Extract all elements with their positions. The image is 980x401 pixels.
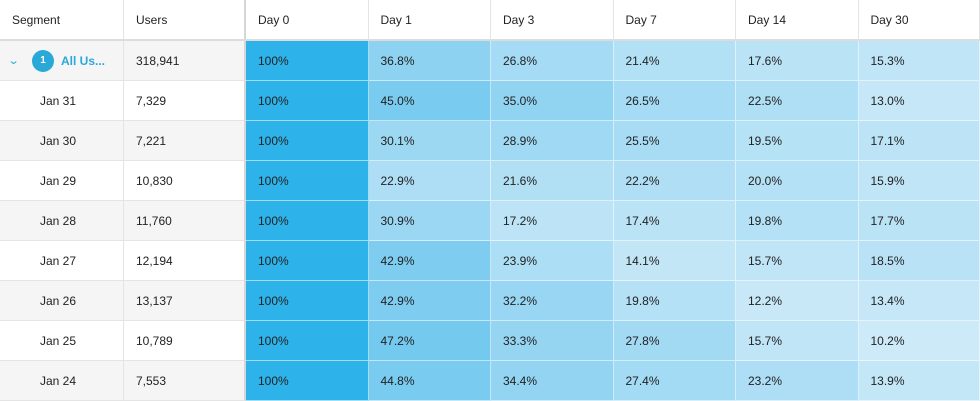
- retention-cell[interactable]: 17.7%: [859, 201, 980, 241]
- retention-cell[interactable]: 15.3%: [859, 41, 980, 81]
- retention-cell[interactable]: 28.9%: [491, 121, 614, 161]
- users-cell: 7,221: [124, 121, 246, 161]
- users-cell: 10,830: [124, 161, 246, 201]
- segment-cell[interactable]: ⌄1 All Us...: [0, 41, 124, 81]
- column-header-day-7[interactable]: Day 7: [614, 0, 737, 39]
- retention-cell[interactable]: 23.2%: [736, 361, 859, 401]
- users-cell: 10,789: [124, 321, 246, 361]
- column-header-day-1[interactable]: Day 1: [369, 0, 492, 39]
- retention-cell[interactable]: 14.1%: [614, 241, 737, 281]
- retention-cell[interactable]: 17.1%: [859, 121, 980, 161]
- retention-cell[interactable]: 44.8%: [369, 361, 492, 401]
- users-cell: 13,137: [124, 281, 246, 321]
- users-cell: 7,553: [124, 361, 246, 401]
- retention-cell[interactable]: 100%: [246, 201, 369, 241]
- column-header-day-0[interactable]: Day 0: [246, 0, 369, 39]
- column-header-day-30[interactable]: Day 30: [859, 0, 980, 39]
- retention-cell[interactable]: 100%: [246, 241, 369, 281]
- column-header-day-3[interactable]: Day 3: [491, 0, 614, 39]
- segment-cell: Jan 30: [0, 121, 124, 161]
- column-header-users[interactable]: Users: [124, 0, 246, 39]
- retention-cell[interactable]: 34.4%: [491, 361, 614, 401]
- retention-cell[interactable]: 25.5%: [614, 121, 737, 161]
- column-header-day-14[interactable]: Day 14: [736, 0, 859, 39]
- users-cell: 12,194: [124, 241, 246, 281]
- retention-cell[interactable]: 26.5%: [614, 81, 737, 121]
- retention-cell[interactable]: 42.9%: [369, 281, 492, 321]
- users-cell: 318,941: [124, 41, 246, 81]
- retention-cell[interactable]: 27.4%: [614, 361, 737, 401]
- retention-cell[interactable]: 19.8%: [614, 281, 737, 321]
- retention-cell[interactable]: 17.4%: [614, 201, 737, 241]
- retention-cell[interactable]: 15.7%: [736, 321, 859, 361]
- retention-cell[interactable]: 17.2%: [491, 201, 614, 241]
- retention-cell[interactable]: 100%: [246, 121, 369, 161]
- segment-cell: Jan 28: [0, 201, 124, 241]
- retention-cell[interactable]: 15.7%: [736, 241, 859, 281]
- users-cell: 11,760: [124, 201, 246, 241]
- retention-cell[interactable]: 42.9%: [369, 241, 492, 281]
- retention-cell[interactable]: 15.9%: [859, 161, 980, 201]
- retention-cell[interactable]: 17.6%: [736, 41, 859, 81]
- column-header-segment[interactable]: Segment: [0, 0, 124, 39]
- retention-cell[interactable]: 23.9%: [491, 241, 614, 281]
- retention-cell[interactable]: 19.5%: [736, 121, 859, 161]
- retention-cell[interactable]: 18.5%: [859, 241, 980, 281]
- segment-cell: Jan 25: [0, 321, 124, 361]
- segment-cell: Jan 26: [0, 281, 124, 321]
- retention-cell[interactable]: 45.0%: [369, 81, 492, 121]
- retention-cell[interactable]: 22.2%: [614, 161, 737, 201]
- segment-cell: Jan 24: [0, 361, 124, 401]
- retention-cell[interactable]: 100%: [246, 41, 369, 81]
- retention-cell[interactable]: 26.8%: [491, 41, 614, 81]
- count-badge: 1: [32, 50, 54, 72]
- retention-cell[interactable]: 13.0%: [859, 81, 980, 121]
- retention-cell[interactable]: 30.9%: [369, 201, 492, 241]
- retention-cell[interactable]: 30.1%: [369, 121, 492, 161]
- retention-cell[interactable]: 21.4%: [614, 41, 737, 81]
- retention-cell[interactable]: 12.2%: [736, 281, 859, 321]
- retention-cell[interactable]: 100%: [246, 281, 369, 321]
- retention-cell[interactable]: 22.9%: [369, 161, 492, 201]
- users-cell: 7,329: [124, 81, 246, 121]
- chevron-down-icon[interactable]: ⌄: [8, 54, 29, 67]
- retention-cell[interactable]: 100%: [246, 361, 369, 401]
- retention-cell[interactable]: 22.5%: [736, 81, 859, 121]
- retention-cell[interactable]: 100%: [246, 161, 369, 201]
- retention-cell[interactable]: 32.2%: [491, 281, 614, 321]
- retention-cell[interactable]: 36.8%: [369, 41, 492, 81]
- retention-cell[interactable]: 33.3%: [491, 321, 614, 361]
- retention-cell[interactable]: 27.8%: [614, 321, 737, 361]
- retention-cell[interactable]: 13.4%: [859, 281, 980, 321]
- retention-cell[interactable]: 100%: [246, 81, 369, 121]
- segment-cell: Jan 31: [0, 81, 124, 121]
- retention-cell[interactable]: 13.9%: [859, 361, 980, 401]
- retention-cell[interactable]: 100%: [246, 321, 369, 361]
- retention-cell[interactable]: 10.2%: [859, 321, 980, 361]
- retention-cell[interactable]: 35.0%: [491, 81, 614, 121]
- retention-cell[interactable]: 20.0%: [736, 161, 859, 201]
- segment-label[interactable]: All Us...: [61, 54, 105, 68]
- segment-cell: Jan 29: [0, 161, 124, 201]
- retention-cell[interactable]: 19.8%: [736, 201, 859, 241]
- retention-cell[interactable]: 47.2%: [369, 321, 492, 361]
- retention-cell[interactable]: 21.6%: [491, 161, 614, 201]
- segment-cell: Jan 27: [0, 241, 124, 281]
